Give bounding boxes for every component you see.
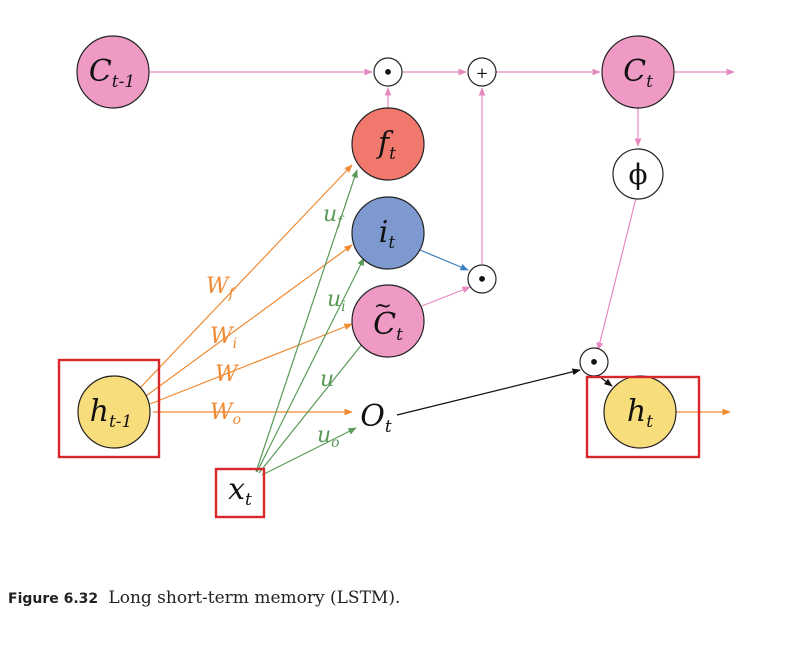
- label-c-tilde: Ct: [373, 307, 403, 345]
- arrow-w-candidate: [149, 323, 353, 405]
- arrow-u-candidate: [258, 337, 368, 474]
- label-u-input: ui: [327, 287, 346, 315]
- arrow-ctilde-to-imult: [421, 286, 471, 307]
- arrow-ot-to-omult: [396, 368, 581, 416]
- arrow-phi-to-omult: [596, 197, 637, 351]
- node-c-tilde: [351, 284, 425, 358]
- label-u-forget: uf: [323, 202, 345, 230]
- node-f-t: [351, 107, 425, 181]
- arrow-w-input: [145, 244, 353, 397]
- figure-caption-text: Long short-term memory (LSTM).: [108, 588, 401, 608]
- op-mult-input: [467, 264, 497, 294]
- arrow-it-to-imult: [419, 249, 469, 271]
- label-u-candidate: u: [320, 367, 334, 392]
- label-w-candidate: W: [215, 362, 240, 387]
- arrow-u-forget: [255, 169, 358, 473]
- label-c-tilde-accent: ~: [374, 294, 392, 319]
- arrow-u-input: [256, 257, 365, 473]
- node-phi: [612, 148, 664, 200]
- label-w-forget: Wf: [206, 274, 237, 302]
- label-h-prev: ht-1: [90, 394, 133, 432]
- figure-caption: Figure 6.32 Long short-term memory (LSTM…: [8, 588, 400, 608]
- label-x-t: xt: [228, 472, 252, 510]
- label-o-t: Ot: [360, 399, 392, 437]
- op-mult-forget: [373, 57, 403, 87]
- highlight-h-prev: [57, 358, 161, 459]
- node-i-t: [351, 196, 425, 270]
- label-w-output: Wo: [210, 400, 241, 428]
- label-c-prev: Ct-1: [89, 54, 135, 92]
- op-add: [467, 57, 497, 87]
- label-u-output: uo: [317, 423, 340, 451]
- highlight-h-t: [585, 375, 701, 459]
- figure-label: Figure 6.32: [8, 591, 99, 607]
- label-phi: ϕ: [628, 158, 647, 191]
- arrow-u-output: [261, 427, 357, 476]
- arrow-w-forget: [139, 164, 353, 389]
- label-w-input: Wi: [210, 324, 237, 352]
- op-mult-input-symbol: •: [476, 267, 488, 291]
- node-c-prev: [76, 35, 150, 109]
- op-add-symbol: +: [476, 64, 489, 82]
- node-c-t: [601, 35, 675, 109]
- label-i-t: it: [379, 215, 396, 253]
- op-mult-output-symbol: •: [588, 350, 600, 374]
- node-h-prev: [77, 375, 151, 449]
- highlight-x-t: [214, 467, 266, 519]
- label-c-t: Ct: [623, 54, 653, 92]
- label-h-t: ht: [627, 394, 653, 432]
- op-mult-forget-symbol: •: [382, 60, 394, 84]
